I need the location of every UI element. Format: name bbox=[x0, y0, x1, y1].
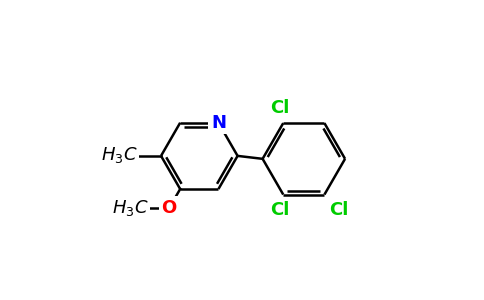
Text: Cl: Cl bbox=[271, 201, 290, 219]
Text: $H_3C$: $H_3C$ bbox=[101, 145, 137, 165]
Text: Cl: Cl bbox=[271, 99, 290, 117]
Text: $H_3C$: $H_3C$ bbox=[112, 198, 149, 218]
Text: O: O bbox=[162, 199, 177, 217]
Text: N: N bbox=[211, 114, 226, 132]
Text: Cl: Cl bbox=[330, 201, 349, 219]
